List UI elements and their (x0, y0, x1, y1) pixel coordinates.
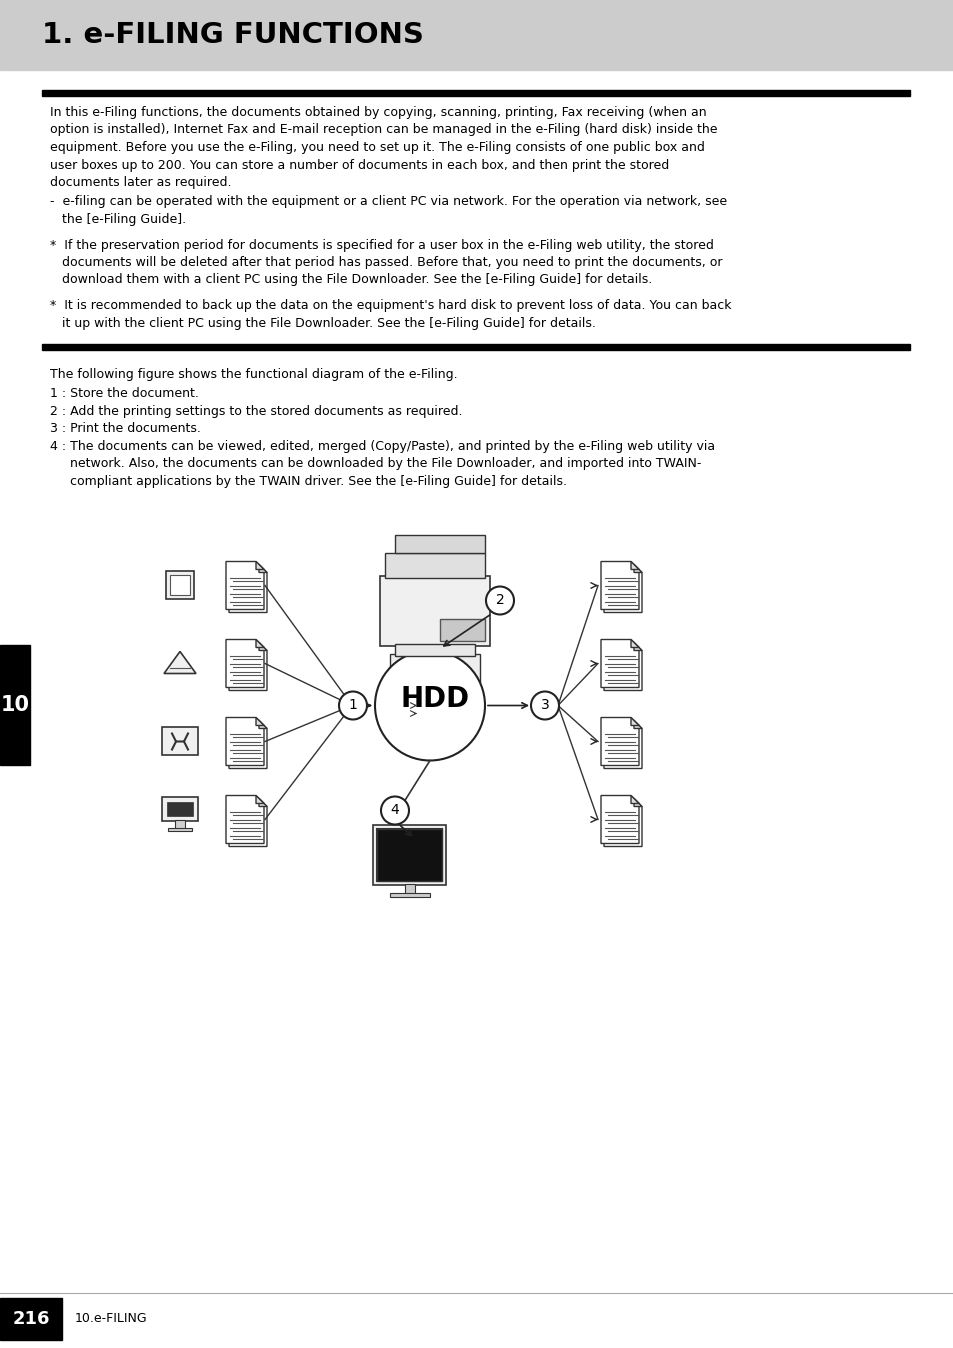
Text: equipment. Before you use the e-Filing, you need to set up it. The e-Filing cons: equipment. Before you use the e-Filing, … (50, 142, 704, 154)
Polygon shape (255, 562, 264, 569)
Polygon shape (600, 639, 639, 687)
Text: 216: 216 (12, 1310, 50, 1328)
Polygon shape (600, 795, 639, 844)
Text: 3 : Print the documents.: 3 : Print the documents. (50, 422, 201, 435)
Polygon shape (630, 795, 639, 803)
Text: documents later as required.: documents later as required. (50, 177, 232, 189)
Polygon shape (229, 565, 267, 612)
Bar (374, 825, 446, 884)
Polygon shape (634, 798, 641, 806)
FancyBboxPatch shape (395, 643, 475, 655)
Bar (167, 802, 193, 817)
Text: network. Also, the documents can be downloaded by the File Downloader, and impor: network. Also, the documents can be down… (50, 457, 700, 470)
Polygon shape (634, 720, 641, 728)
Bar (405, 883, 415, 895)
Bar (170, 576, 190, 596)
Polygon shape (255, 795, 264, 803)
Text: documents will be deleted after that period has passed. Before that, you need to: documents will be deleted after that per… (50, 256, 721, 270)
Polygon shape (630, 562, 639, 569)
Text: 10: 10 (1, 696, 30, 716)
Text: it up with the client PC using the File Downloader. See the [e-Filing Guide] for: it up with the client PC using the File … (50, 317, 596, 329)
Text: The following figure shows the functional diagram of the e-Filing.: The following figure shows the functiona… (50, 368, 457, 381)
Text: 4 : The documents can be viewed, edited, merged (Copy/Paste), and printed by the: 4 : The documents can be viewed, edited,… (50, 439, 715, 453)
Bar (390, 892, 430, 896)
FancyBboxPatch shape (439, 619, 484, 640)
Text: In this e-Filing functions, the documents obtained by copying, scanning, printin: In this e-Filing functions, the document… (50, 106, 706, 119)
Polygon shape (226, 639, 264, 687)
Bar (0, 1298, 62, 1340)
Bar (42, 90, 909, 96)
Text: 2: 2 (496, 593, 504, 608)
FancyBboxPatch shape (395, 535, 484, 553)
FancyBboxPatch shape (390, 654, 479, 693)
Polygon shape (164, 651, 195, 674)
Text: compliant applications by the TWAIN driver. See the [e-Filing Guide] for details: compliant applications by the TWAIN driv… (50, 474, 566, 488)
Polygon shape (229, 798, 267, 847)
Bar (0, 646, 30, 766)
Text: option is installed), Internet Fax and E-mail reception can be managed in the e-: option is installed), Internet Fax and E… (50, 124, 717, 136)
Text: 4: 4 (390, 803, 399, 817)
Text: 3: 3 (540, 698, 549, 713)
Bar (162, 728, 198, 755)
Text: 10.e-FILING: 10.e-FILING (75, 1313, 148, 1325)
Polygon shape (226, 795, 264, 844)
Text: user boxes up to 200. You can store a number of documents in each box, and then : user boxes up to 200. You can store a nu… (50, 159, 669, 171)
Polygon shape (630, 717, 639, 725)
Polygon shape (255, 717, 264, 725)
Text: HDD: HDD (400, 686, 469, 713)
Polygon shape (634, 643, 641, 651)
Polygon shape (600, 717, 639, 766)
Bar (42, 344, 909, 350)
Polygon shape (603, 720, 641, 768)
Polygon shape (229, 643, 267, 690)
Text: *  If the preservation period for documents is specified for a user box in the e: * If the preservation period for documen… (50, 239, 713, 252)
Circle shape (375, 651, 484, 760)
Polygon shape (229, 720, 267, 768)
Text: 1 : Store the document.: 1 : Store the document. (50, 387, 198, 400)
Text: 1: 1 (348, 698, 357, 713)
Circle shape (380, 797, 409, 825)
Polygon shape (630, 639, 639, 647)
Text: *  It is recommended to back up the data on the equipment's hard disk to prevent: * It is recommended to back up the data … (50, 299, 731, 311)
Polygon shape (603, 643, 641, 690)
Polygon shape (258, 565, 267, 573)
Polygon shape (258, 798, 267, 806)
Circle shape (338, 692, 367, 720)
Text: 2 : Add the printing settings to the stored documents as required.: 2 : Add the printing settings to the sto… (50, 404, 462, 418)
Polygon shape (603, 565, 641, 612)
Bar (166, 572, 193, 600)
Polygon shape (634, 565, 641, 573)
Circle shape (485, 586, 514, 615)
FancyBboxPatch shape (385, 553, 484, 577)
Bar (162, 798, 198, 821)
Bar (174, 821, 185, 829)
Bar (0, 0, 953, 70)
Bar (377, 829, 442, 880)
Polygon shape (258, 643, 267, 651)
Polygon shape (600, 562, 639, 609)
Bar (168, 829, 192, 832)
Circle shape (531, 692, 558, 720)
FancyBboxPatch shape (379, 576, 490, 646)
Text: -  e-filing can be operated with the equipment or a client PC via network. For t: - e-filing can be operated with the equi… (50, 195, 726, 209)
Text: 1. e-FILING FUNCTIONS: 1. e-FILING FUNCTIONS (42, 22, 423, 49)
Polygon shape (255, 639, 264, 647)
Bar (377, 829, 442, 880)
Polygon shape (226, 717, 264, 766)
Polygon shape (603, 798, 641, 847)
Polygon shape (226, 562, 264, 609)
Text: download them with a client PC using the File Downloader. See the [e-Filing Guid: download them with a client PC using the… (50, 274, 652, 287)
Polygon shape (258, 720, 267, 728)
Text: the [e-Filing Guide].: the [e-Filing Guide]. (50, 213, 186, 226)
